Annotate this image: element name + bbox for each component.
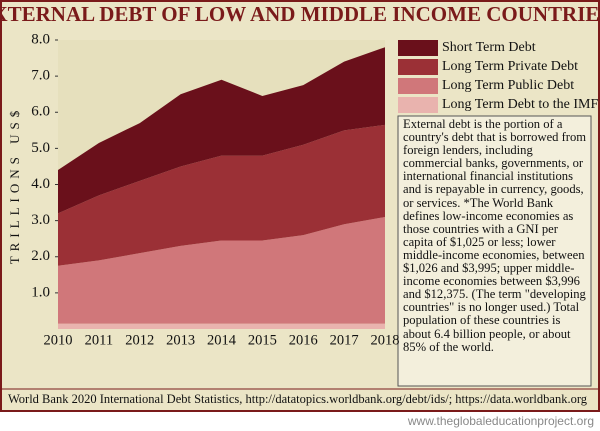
x-tick-label: 2017 [330, 332, 359, 348]
area [58, 217, 385, 324]
area [58, 124, 385, 266]
y-tick-label: 8.0 [31, 31, 50, 47]
y-tick-label: 6.0 [31, 104, 50, 120]
website: www.theglobaleducationproject.org [407, 414, 594, 428]
legend-label: Long Term Private Debt [442, 59, 578, 74]
x-tick-label: 2014 [207, 332, 237, 348]
note-box [397, 115, 592, 387]
x-tick-label: 2013 [166, 332, 195, 348]
legend-swatch [398, 40, 438, 56]
y-tick-label: 5.0 [31, 140, 50, 156]
x-tick-label: 2016 [289, 332, 318, 348]
legend-label: Long Term Debt to the IMF [442, 97, 598, 112]
legend-swatch [398, 59, 438, 75]
legend-swatch [398, 78, 438, 94]
y-axis-label: TRILLIONS US$ [7, 106, 22, 265]
legend-label: Long Term Public Debt [442, 78, 574, 93]
y-tick-label: 3.0 [31, 212, 50, 228]
x-tick-label: 2012 [125, 332, 154, 348]
source: World Bank 2020 International Debt Stati… [8, 392, 588, 406]
y-tick-label: 2.0 [31, 248, 50, 264]
note: External debt is the portion of a countr… [403, 118, 587, 354]
legend-label: Short Term Debt [442, 40, 536, 55]
x-tick-label: 2015 [248, 332, 277, 348]
y-tick-label: 7.0 [31, 68, 50, 84]
chart-title: EXTERNAL DEBT OF LOW AND MIDDLE INCOME C… [0, 2, 600, 26]
legend-swatch [398, 97, 438, 113]
area [58, 47, 385, 214]
x-tick-label: 2018 [371, 332, 400, 348]
y-tick-label: 4.0 [31, 176, 50, 192]
area [58, 323, 385, 329]
x-tick-label: 2010 [44, 332, 73, 348]
x-tick-label: 2011 [85, 332, 113, 348]
y-tick-label: 1.0 [31, 284, 50, 300]
